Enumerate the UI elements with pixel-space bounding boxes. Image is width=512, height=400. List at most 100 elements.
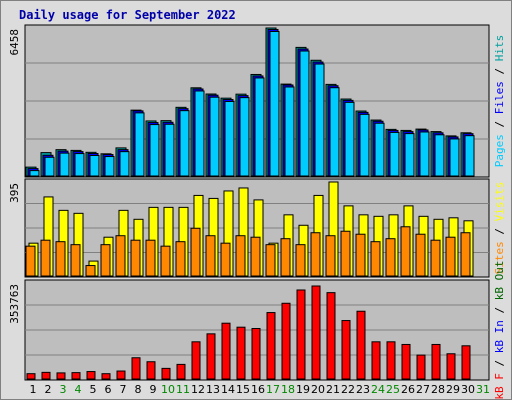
bar-kbf-day-18 xyxy=(281,302,291,380)
bar-sites-day-21 xyxy=(325,235,336,277)
x-tick-day-17: 17 xyxy=(266,383,280,396)
series-label-part-kbf: kB F xyxy=(493,373,506,400)
x-tick-day-20: 20 xyxy=(311,383,325,396)
series-label-part-sep2: / xyxy=(493,61,506,81)
bar-pages-day-22 xyxy=(344,101,355,177)
bar-sites-day-19 xyxy=(295,244,306,277)
x-tick-day-7: 7 xyxy=(120,383,127,396)
series-label-part-files: Files xyxy=(493,81,506,114)
bar-pages-day-28 xyxy=(434,134,445,177)
bar-kbf-day-8 xyxy=(131,357,141,380)
max-label-middle: 395 xyxy=(8,183,21,203)
x-tick-day-9: 9 xyxy=(150,383,157,396)
series-label-part-kbin: kB In xyxy=(493,320,506,353)
series-label-middle: Sites / Visits xyxy=(493,182,506,275)
bar-pages-day-21 xyxy=(329,87,340,177)
bar-sites-day-30 xyxy=(460,232,471,277)
bar-kbf-day-28 xyxy=(431,343,441,380)
x-tick-day-25: 25 xyxy=(386,383,400,396)
bar-pages-day-5 xyxy=(89,155,100,177)
bar-pages-day-29 xyxy=(449,138,460,177)
bar-sites-day-26 xyxy=(400,226,411,277)
bar-kbf-day-16 xyxy=(251,328,261,380)
x-tick-day-24: 24 xyxy=(371,383,385,396)
bar-pages-day-24 xyxy=(374,122,385,177)
bar-kbf-day-30 xyxy=(461,345,471,380)
x-tick-day-19: 19 xyxy=(296,383,310,396)
x-tick-day-12: 12 xyxy=(191,383,205,396)
x-tick-day-23: 23 xyxy=(356,383,370,396)
bar-sites-day-13 xyxy=(205,235,216,277)
x-tick-day-6: 6 xyxy=(105,383,112,396)
series-label-part-sep1: / xyxy=(493,353,506,373)
bar-sites-day-16 xyxy=(250,236,261,277)
bar-pages-day-7 xyxy=(119,151,130,177)
bar-pages-day-1 xyxy=(29,170,40,177)
bar-pages-day-18 xyxy=(284,86,295,177)
bar-kbf-day-7 xyxy=(116,370,126,380)
bar-sites-day-23 xyxy=(355,233,366,277)
bar-kbf-day-17 xyxy=(266,312,276,380)
bar-pages-day-9 xyxy=(149,124,160,177)
bar-kbf-day-24 xyxy=(371,341,381,380)
x-tick-day-28: 28 xyxy=(431,383,445,396)
bar-kbf-day-12 xyxy=(191,341,201,380)
bar-sites-day-28 xyxy=(430,239,441,277)
bar-kbf-day-14 xyxy=(221,322,231,380)
x-tick-day-27: 27 xyxy=(416,383,430,396)
bar-sites-day-29 xyxy=(445,236,456,277)
bar-pages-day-27 xyxy=(419,131,430,177)
bar-kbf-day-22 xyxy=(341,320,351,380)
max-label-bottom: 353763 xyxy=(8,284,21,324)
bar-kbf-day-19 xyxy=(296,289,306,380)
bar-kbf-day-3 xyxy=(56,372,66,380)
bar-sites-day-25 xyxy=(385,238,396,277)
chart-title: Daily usage for September 2022 xyxy=(19,8,236,22)
bar-kbf-day-4 xyxy=(71,372,81,380)
x-tick-day-18: 18 xyxy=(281,383,295,396)
bar-kbf-day-1 xyxy=(26,373,36,380)
x-tick-day-8: 8 xyxy=(135,383,142,396)
bar-sites-day-15 xyxy=(235,235,246,277)
bar-pages-day-25 xyxy=(389,131,400,177)
bar-pages-day-12 xyxy=(194,90,205,177)
x-tick-day-29: 29 xyxy=(446,383,460,396)
bar-kbf-day-13 xyxy=(206,333,216,380)
x-tick-day-4: 4 xyxy=(75,383,82,396)
bar-kbf-day-5 xyxy=(86,371,96,380)
bar-pages-day-20 xyxy=(314,63,325,177)
series-label-top: Pages / Files / Hits xyxy=(493,35,506,168)
x-tick-day-11: 11 xyxy=(176,383,190,396)
bar-pages-day-2 xyxy=(44,156,55,177)
bar-kbf-day-6 xyxy=(101,373,111,380)
bar-sites-day-5 xyxy=(85,265,96,277)
bar-sites-day-27 xyxy=(415,233,426,277)
series-label-part-sep2: / xyxy=(493,300,506,320)
bar-pages-day-14 xyxy=(224,100,235,177)
bar-sites-day-7 xyxy=(115,235,126,277)
bar-sites-day-20 xyxy=(310,232,321,277)
x-tick-day-14: 14 xyxy=(221,383,235,396)
bar-sites-day-18 xyxy=(280,238,291,277)
bar-sites-day-22 xyxy=(340,230,351,277)
bar-pages-day-13 xyxy=(209,96,220,177)
bar-kbf-day-29 xyxy=(446,353,456,380)
bar-sites-day-8 xyxy=(130,239,141,277)
bar-sites-day-12 xyxy=(190,227,201,277)
bar-sites-day-17 xyxy=(265,244,276,277)
bar-sites-day-11 xyxy=(175,241,186,277)
bar-pages-day-19 xyxy=(299,50,310,177)
x-tick-day-21: 21 xyxy=(326,383,340,396)
x-tick-day-1: 1 xyxy=(30,383,37,396)
x-tick-day-22: 22 xyxy=(341,383,355,396)
bar-sites-day-2 xyxy=(40,239,51,277)
bar-sites-day-4 xyxy=(70,244,81,277)
series-label-part-pages: Pages xyxy=(493,134,506,167)
series-label-part-hits: Hits xyxy=(493,35,506,62)
bar-kbf-day-26 xyxy=(401,343,411,380)
max-label-top: 6458 xyxy=(8,29,21,56)
bar-sites-day-9 xyxy=(145,239,156,277)
bar-pages-day-23 xyxy=(359,113,370,177)
bar-pages-day-8 xyxy=(134,112,145,177)
